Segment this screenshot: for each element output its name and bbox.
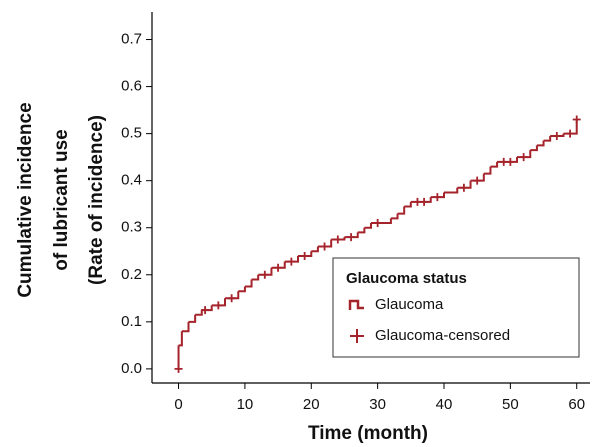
x-axis-title: Time (month) <box>308 423 428 444</box>
censor-mark <box>174 364 183 373</box>
legend-swatch <box>350 329 364 343</box>
step-segment <box>404 201 412 208</box>
x-tick-label: 60 <box>568 396 585 413</box>
y-tick-label: 0.3 <box>121 219 142 236</box>
censor-mark <box>201 306 210 315</box>
x-tick-label: 10 <box>237 396 254 413</box>
y-tick-label: 0.0 <box>121 360 142 377</box>
x-tick-label: 30 <box>369 396 386 413</box>
censor-mark <box>572 115 581 124</box>
censor-mark <box>320 242 329 251</box>
step-segment <box>543 135 552 142</box>
step-segment <box>490 161 499 168</box>
legend-label: Glaucoma-censored <box>375 327 510 344</box>
censor-mark <box>552 131 561 140</box>
censor-mark <box>473 176 482 185</box>
y-tick-label: 0.4 <box>121 172 142 189</box>
step-segment <box>357 227 366 234</box>
step-segment <box>244 279 253 288</box>
censor-mark <box>260 270 269 279</box>
step-segment <box>444 187 459 194</box>
step-segment <box>311 246 319 253</box>
y-tick-label: 0.6 <box>121 78 142 95</box>
y-axis-title: Cumulative incidence <box>15 102 36 297</box>
legend-title: Glaucoma status <box>346 270 467 287</box>
step-segment <box>181 321 190 333</box>
censor-mark <box>566 129 575 138</box>
x-tick-label: 0 <box>174 396 182 413</box>
step-segment <box>188 314 197 323</box>
step-segment <box>178 331 183 347</box>
censor-mark <box>519 153 528 162</box>
x-tick-label: 40 <box>436 396 453 413</box>
step-segment <box>530 145 538 152</box>
censor-mark <box>333 235 342 244</box>
step-segment <box>390 213 399 220</box>
step-segment <box>238 286 246 293</box>
step-segment <box>483 166 492 175</box>
step-segment <box>251 274 260 281</box>
censor-mark <box>300 251 309 260</box>
censor-mark <box>347 233 356 242</box>
y-tick-label: 0.1 <box>121 313 142 330</box>
censor-mark <box>459 183 468 192</box>
censor-mark <box>287 257 296 266</box>
censor-mark <box>214 301 223 310</box>
censor-mark <box>227 294 236 303</box>
censor-mark <box>433 193 442 202</box>
legend-box <box>332 257 580 358</box>
step-segment <box>364 223 372 229</box>
step-segment <box>397 206 406 215</box>
legend-swatch <box>348 299 364 310</box>
y-axis-title: (Rate of incidence) <box>86 115 107 285</box>
y-tick-label: 0.7 <box>121 30 142 47</box>
x-tick-label: 20 <box>303 396 320 413</box>
y-axis-title: of lubricant use <box>51 129 72 270</box>
censor-mark <box>420 197 429 206</box>
legend-label: Glaucoma <box>375 296 444 313</box>
y-tick-label: 0.5 <box>121 125 142 142</box>
x-tick-label: 50 <box>502 396 519 413</box>
censor-mark <box>373 219 382 228</box>
censor-mark <box>506 157 515 166</box>
censor-mark <box>274 263 283 272</box>
step-segment <box>536 140 545 147</box>
y-tick-label: 0.2 <box>121 266 142 283</box>
step-segment <box>195 310 203 316</box>
